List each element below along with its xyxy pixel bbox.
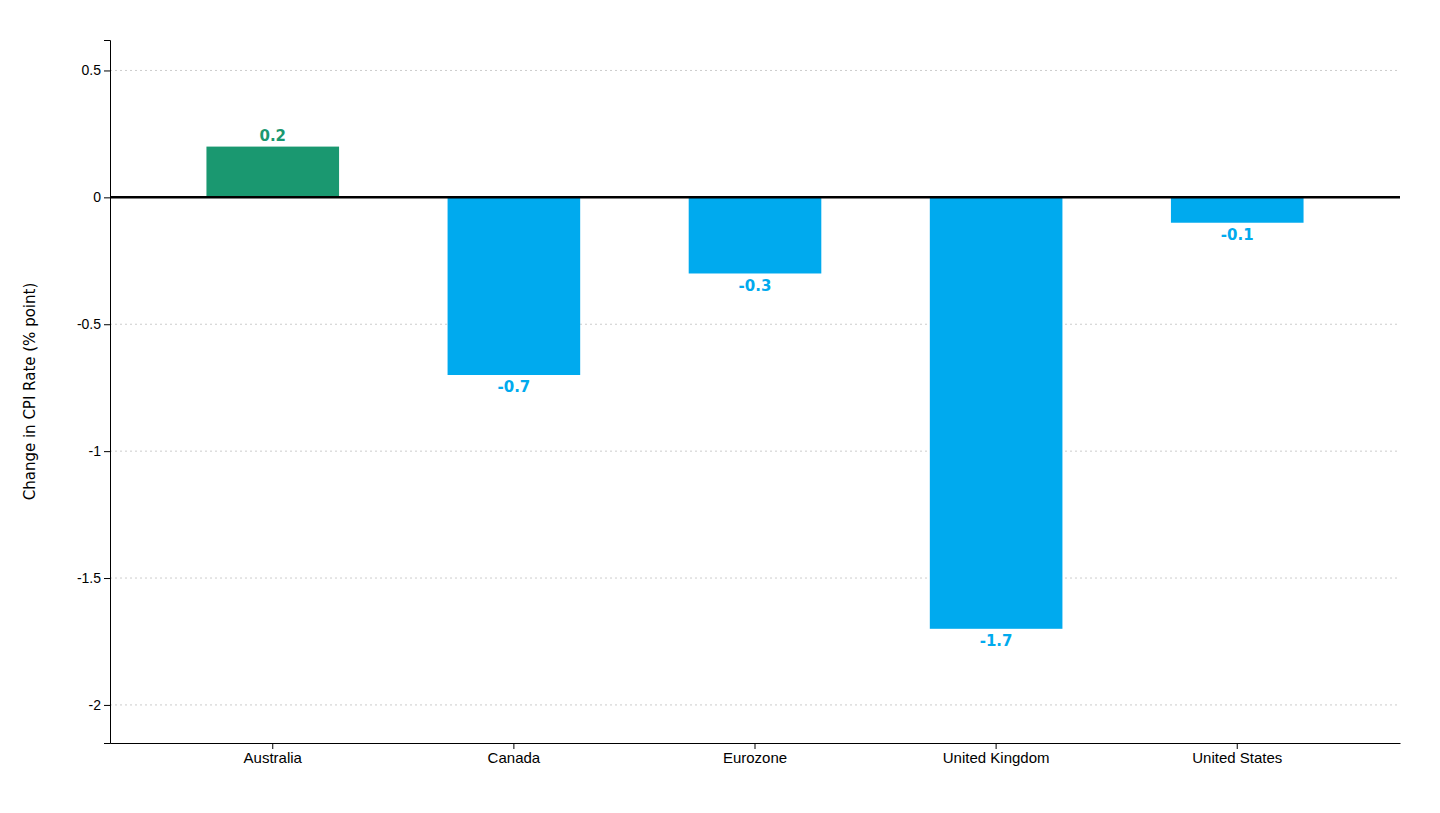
x-tick: Australia — [244, 743, 303, 766]
y-tick-label: -1.5 — [77, 570, 101, 586]
bars — [206, 147, 1303, 629]
x-tick-label: United Kingdom — [943, 749, 1050, 766]
grid — [110, 70, 1400, 704]
y-tick-mark — [104, 324, 110, 325]
x-tick: Canada — [488, 743, 541, 766]
y-tick-label: -0.5 — [77, 316, 101, 332]
bar — [1171, 197, 1304, 222]
data-label: 0.2 — [259, 127, 286, 145]
x-tick-label: Eurozone — [723, 749, 787, 766]
y-tick-mark — [104, 705, 110, 706]
grid-line — [110, 704, 1400, 705]
bar — [689, 197, 822, 273]
y-tick-label: 0.5 — [82, 62, 102, 78]
y-axis-title: Change in CPI Rate (% point) — [21, 283, 39, 501]
grid-line — [110, 451, 1400, 452]
y-tick-mark — [104, 197, 110, 198]
y-tick-mark — [104, 578, 110, 579]
y-axis: 0.5 0 -0.5 -1 -1.5 -2 — [77, 41, 111, 744]
bar — [206, 147, 339, 198]
y-tick-label: -1 — [89, 443, 102, 459]
y-tick: -1.5 — [77, 570, 110, 586]
x-tick: United Kingdom — [943, 743, 1050, 766]
data-labels: 0.2 -0.7 -0.3 -1.7 -0.1 — [259, 127, 1253, 650]
y-tick: 0.5 — [82, 62, 110, 78]
x-tick: United States — [1192, 743, 1282, 766]
x-tick: Eurozone — [723, 743, 787, 766]
y-tick: 0 — [93, 189, 110, 205]
x-axis: Australia Canada Eurozone United Kingdom Uni… — [111, 743, 1401, 766]
grid-line — [110, 70, 1400, 71]
data-label: -0.1 — [1221, 226, 1254, 244]
data-label: -0.7 — [497, 378, 530, 396]
data-label: -0.3 — [739, 277, 772, 295]
zero-line — [110, 196, 1400, 199]
data-label: -1.7 — [980, 632, 1013, 650]
y-tick-mark — [104, 451, 110, 452]
x-tick-label: Australia — [244, 749, 303, 766]
grid-line — [110, 324, 1400, 325]
y-tick: -1 — [89, 443, 110, 459]
grid-line — [110, 578, 1400, 579]
bar — [448, 197, 581, 375]
y-axis-line — [104, 41, 111, 744]
x-tick-label: Canada — [488, 749, 541, 766]
bar — [930, 197, 1063, 628]
plot: 0.5 0 -0.5 -1 -1.5 -2 Australia Canada Eurozone U… — [77, 41, 1401, 766]
x-tick-label: United States — [1192, 749, 1282, 766]
chart: 0.5 0 -0.5 -1 -1.5 -2 Australia Canada Eurozone U… — [0, 0, 1440, 813]
y-tick: -2 — [89, 697, 110, 713]
y-tick: -0.5 — [77, 316, 110, 332]
y-tick-label: 0 — [93, 189, 101, 205]
y-tick-label: -2 — [89, 697, 102, 713]
y-tick-mark — [104, 70, 110, 71]
